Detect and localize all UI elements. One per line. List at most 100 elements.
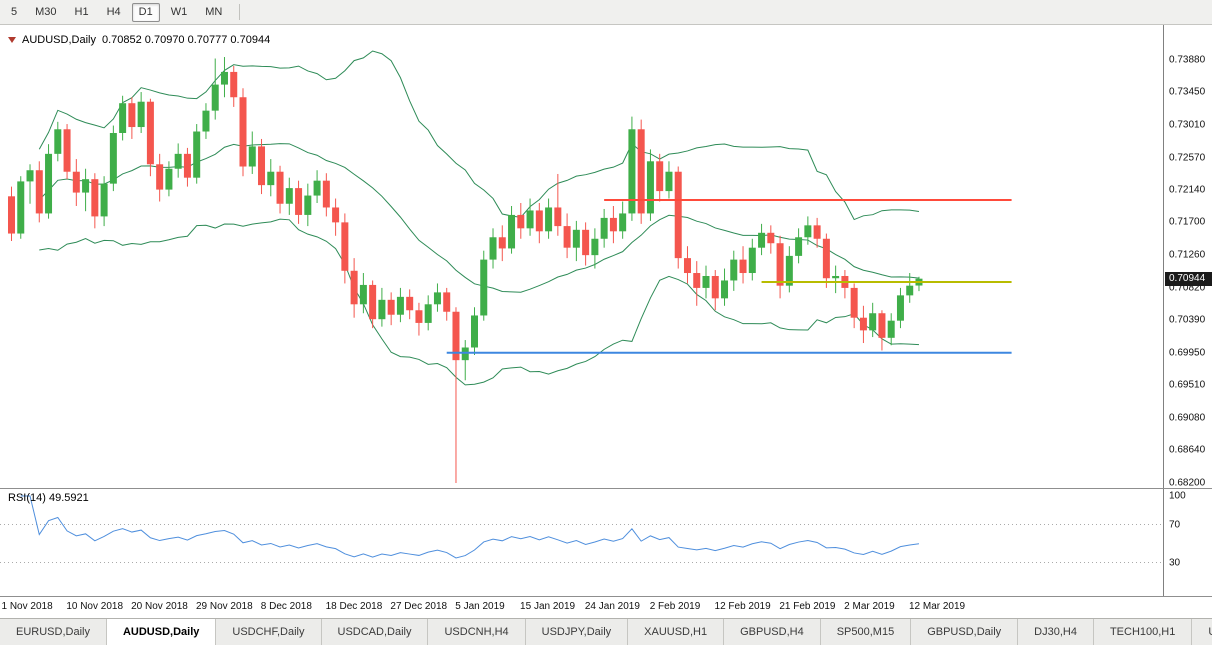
timeframe-toolbar: 5 M30 H1 H4 D1 W1 MN bbox=[0, 0, 1212, 25]
candle-body bbox=[332, 207, 340, 223]
chart-tab-audusd-daily[interactable]: AUDUSD,Daily bbox=[106, 619, 217, 645]
candle-body bbox=[322, 180, 330, 208]
candle-body bbox=[813, 225, 821, 239]
candle-body bbox=[396, 296, 404, 315]
timeframe-button-h1[interactable]: H1 bbox=[74, 5, 89, 18]
date-axis-label: 29 Nov 2018 bbox=[195, 601, 253, 612]
candle-body bbox=[545, 207, 553, 232]
candle-body bbox=[471, 315, 478, 348]
candle-body bbox=[887, 320, 895, 338]
candle-body bbox=[109, 132, 117, 184]
chart-tab-tech100-h1[interactable]: TECH100,H1 bbox=[1093, 619, 1193, 645]
candle-body bbox=[146, 101, 154, 165]
candle-body bbox=[804, 225, 812, 238]
candle-body bbox=[785, 255, 793, 286]
chart-tab-eurusd-daily[interactable]: EURUSD,Daily bbox=[0, 619, 107, 645]
candle-body bbox=[119, 103, 127, 133]
date-axis-label: 24 Jan 2019 bbox=[584, 601, 640, 612]
date-axis-label: 21 Feb 2019 bbox=[779, 601, 836, 612]
price-axis-label: 0.72140 bbox=[1169, 184, 1206, 196]
chart-tab-sp500-m15[interactable]: SP500,M15 bbox=[820, 619, 912, 645]
candle-body bbox=[535, 210, 543, 232]
chart-tab-usdcnh-h4[interactable]: USDCNH,H4 bbox=[428, 619, 526, 645]
timeframe-button-m30[interactable]: M30 bbox=[35, 5, 57, 18]
candle-body bbox=[165, 168, 173, 190]
candle-body bbox=[443, 292, 451, 312]
candle-body bbox=[128, 103, 136, 128]
date-axis-label: 5 Jan 2019 bbox=[455, 601, 505, 612]
timeframe-button-5[interactable]: 5 bbox=[11, 5, 18, 18]
candle-body bbox=[452, 311, 460, 361]
main-chart-canvas[interactable] bbox=[0, 25, 1163, 488]
candles-group bbox=[8, 57, 923, 484]
price-axis-label: 0.69080 bbox=[1169, 412, 1206, 423]
date-axis-label: 12 Feb 2019 bbox=[714, 601, 771, 612]
candle-body bbox=[656, 161, 664, 192]
main-plot-area[interactable] bbox=[0, 25, 1163, 488]
candle-body bbox=[359, 284, 367, 305]
timeframe-button-mn[interactable]: MN bbox=[205, 5, 223, 18]
candle-body bbox=[433, 292, 441, 305]
toolbar-separator bbox=[239, 4, 241, 20]
candle-body bbox=[350, 270, 358, 305]
rsi-indicator-panel: RSI(14) 49.5921 100 70 30 bbox=[0, 488, 1212, 597]
timeframe-buttons: 5 M30 H1 H4 D1 W1 MN bbox=[2, 2, 248, 22]
timeframe-button-d1[interactable]: D1 bbox=[131, 2, 160, 22]
candle-body bbox=[91, 179, 99, 217]
candle-body bbox=[35, 170, 43, 214]
chart-tab-gbpusd-daily[interactable]: GBPUSD,Daily bbox=[911, 619, 1019, 645]
main-chart-panel: AUDUSD,Daily 0.70852 0.70970 0.70777 0.7… bbox=[0, 25, 1212, 489]
price-axis-label: 0.69950 bbox=[1169, 347, 1206, 359]
candle-body bbox=[517, 214, 525, 229]
candle-body bbox=[637, 129, 645, 214]
candle-body bbox=[832, 275, 840, 279]
chart-tab-xauusd-h1[interactable]: XAUUSD,H1 bbox=[628, 619, 725, 645]
candle-body bbox=[17, 181, 25, 234]
rsi-axis-label: 70 bbox=[1169, 519, 1181, 530]
candle-body bbox=[767, 232, 775, 244]
candle-body bbox=[665, 171, 673, 192]
price-axis-label: 0.73880 bbox=[1169, 54, 1206, 66]
candle-body bbox=[508, 214, 516, 249]
chart-tab-usdcad-daily[interactable]: USDCAD,Daily bbox=[321, 619, 429, 645]
candle-body bbox=[711, 275, 719, 299]
candle-body bbox=[183, 153, 191, 178]
rsi-plot-area[interactable] bbox=[0, 489, 1163, 596]
rsi-canvas[interactable] bbox=[0, 489, 1163, 596]
candle-body bbox=[822, 238, 830, 279]
candle-body bbox=[721, 280, 729, 299]
date-axis-label: 8 Dec 2018 bbox=[260, 601, 312, 612]
candle-body bbox=[628, 129, 636, 214]
timeframe-button-h4[interactable]: H4 bbox=[106, 5, 121, 18]
price-axis-label: 0.70390 bbox=[1169, 314, 1206, 326]
candle-body bbox=[850, 287, 858, 318]
chart-tab-dj30-h4[interactable]: DJ30,H4 bbox=[1018, 619, 1094, 645]
candle-body bbox=[63, 129, 71, 172]
candle-body bbox=[285, 188, 293, 204]
rsi-axis: 100 70 30 bbox=[1163, 489, 1212, 596]
candle-body bbox=[341, 222, 349, 271]
symbol-marker-icon bbox=[8, 37, 16, 43]
candle-body bbox=[906, 285, 914, 296]
timeframe-button-w1[interactable]: W1 bbox=[170, 5, 188, 18]
date-axis-label: 2 Mar 2019 bbox=[844, 601, 895, 612]
chart-symbol-label: AUDUSD,Daily bbox=[22, 34, 96, 46]
date-axis-label: 20 Nov 2018 bbox=[131, 601, 188, 612]
candle-body bbox=[572, 229, 580, 248]
chart-tab-ukc[interactable]: UKC bbox=[1192, 619, 1212, 645]
candle-body bbox=[609, 217, 617, 232]
chart-tab-usdjpy-daily[interactable]: USDJPY,Daily bbox=[525, 619, 629, 645]
date-axis-label: 15 Jan 2019 bbox=[520, 601, 576, 612]
chart-tab-gbpusd-h4[interactable]: GBPUSD,H4 bbox=[724, 619, 821, 645]
chart-tab-usdchf-daily[interactable]: USDCHF,Daily bbox=[216, 619, 322, 645]
price-axis-label: 0.68640 bbox=[1169, 444, 1206, 456]
candle-body bbox=[193, 131, 201, 178]
price-axis-label: 0.68200 bbox=[1169, 477, 1206, 489]
chart-tabbar: EURUSD,Daily AUDUSD,Daily USDCHF,Daily USDC… bbox=[0, 618, 1212, 645]
bollinger-upper-band bbox=[38, 50, 920, 221]
price-axis-label: 0.69510 bbox=[1169, 379, 1206, 391]
price-axis: 0.73880 0.73450 0.73010 0.72570 0.72140 0.717… bbox=[1163, 25, 1212, 489]
candle-body bbox=[795, 237, 803, 256]
date-axis-label: 18 Dec 2018 bbox=[325, 601, 383, 612]
candle-body bbox=[211, 84, 219, 111]
